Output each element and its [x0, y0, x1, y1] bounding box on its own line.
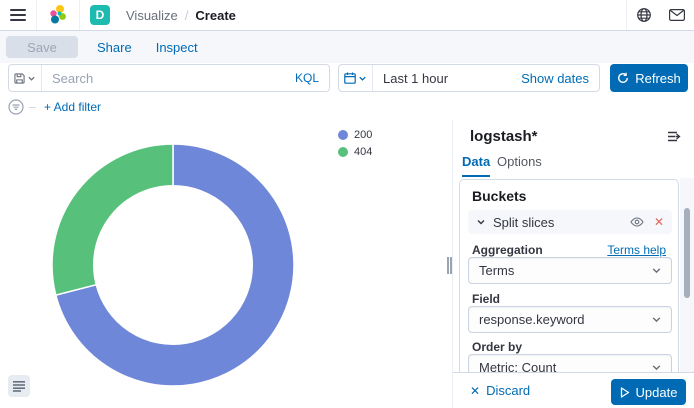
chevron-down-icon	[651, 362, 671, 373]
chart-legend: 200 404	[338, 129, 372, 163]
legend-dot-404	[338, 147, 348, 157]
breadcrumb: Visualize / Create	[120, 0, 246, 30]
calendar-icon	[344, 72, 356, 84]
menu-button[interactable]	[0, 0, 37, 30]
buckets-title: Buckets	[472, 188, 527, 204]
update-button[interactable]: Update	[611, 379, 686, 405]
update-label: Update	[635, 384, 678, 400]
filter-divider	[29, 106, 36, 108]
legend-toggle-button[interactable]	[8, 375, 30, 397]
help-button[interactable]	[626, 0, 660, 30]
query-language-button[interactable]: KQL	[294, 71, 319, 85]
filter-icon[interactable]	[8, 99, 24, 115]
menu-icon	[10, 8, 26, 22]
space-avatar[interactable]: D	[90, 5, 110, 25]
help-globe-icon	[636, 7, 652, 23]
play-icon	[620, 386, 630, 398]
field-label: Field	[472, 292, 501, 306]
aggregation-select[interactable]: Terms	[468, 257, 672, 284]
discard-button[interactable]: ✕ Discard	[470, 383, 530, 398]
chevron-down-icon	[27, 74, 36, 83]
newsfeed-button[interactable]	[660, 0, 694, 30]
legend-item-404[interactable]: 404	[338, 146, 372, 158]
legend-toggle-icon	[13, 380, 25, 392]
refresh-icon	[617, 72, 629, 84]
sidebar-scrollbar	[680, 178, 694, 373]
panel-divider	[452, 120, 453, 408]
sidebar-footer: ✕ Discard Update	[453, 372, 694, 408]
legend-label-404: 404	[354, 146, 373, 158]
saved-query-menu-button[interactable]	[9, 65, 42, 91]
filter-bar: + Add filter	[0, 94, 450, 120]
refresh-label: Refresh	[635, 70, 681, 86]
top-header-bar: D Visualize / Create	[0, 0, 694, 31]
split-slices-label: Split slices	[493, 214, 555, 230]
date-quick-select-button[interactable]	[339, 65, 373, 91]
index-pattern-switch-icon[interactable]	[667, 130, 682, 143]
search-bar: KQL	[8, 64, 330, 92]
discard-label: Discard	[486, 383, 531, 398]
time-range-value[interactable]: Last 1 hour	[383, 70, 449, 86]
legend-label-200: 200	[354, 129, 373, 141]
field-value: response.keyword	[479, 312, 585, 327]
field-select[interactable]: response.keyword	[468, 306, 672, 333]
aggregation-label: Aggregation	[472, 243, 543, 257]
close-icon: ✕	[470, 383, 481, 398]
donut-chart	[51, 143, 295, 387]
panel-resize-handle[interactable]	[447, 257, 452, 274]
chevron-down-icon	[358, 74, 367, 83]
tab-data[interactable]: Data	[462, 154, 491, 177]
refresh-button[interactable]: Refresh	[610, 64, 688, 92]
index-pattern-title: logstash*	[470, 128, 538, 145]
inspect-button[interactable]: Inspect	[155, 39, 198, 55]
order-by-label: Order by	[472, 340, 523, 354]
pie-slice-200[interactable]	[54, 143, 295, 387]
chevron-down-icon	[476, 217, 486, 227]
scrollbar-thumb[interactable]	[684, 208, 690, 298]
terms-help-link[interactable]: Terms help	[607, 243, 666, 257]
remove-bucket-icon[interactable]: ✕	[653, 215, 664, 229]
pie-slice-404[interactable]	[51, 143, 174, 297]
visualization-editor-sidebar: logstash* Data Options Buckets Split sli…	[453, 120, 694, 408]
newsfeed-icon	[669, 9, 685, 21]
split-slices-row[interactable]: Split slices ✕	[468, 210, 672, 234]
breadcrumb-create: Create	[195, 7, 236, 23]
add-filter-button[interactable]: + Add filter	[44, 100, 102, 114]
chevron-down-icon	[651, 265, 671, 276]
buckets-panel: Buckets Split slices ✕ Aggregation Terms…	[459, 179, 679, 381]
legend-item-200[interactable]: 200	[338, 129, 372, 141]
visualize-action-bar: Save Share Inspect	[0, 31, 694, 63]
elastic-logo[interactable]	[37, 0, 80, 30]
breadcrumb-separator: /	[184, 7, 189, 23]
legend-dot-200	[338, 130, 348, 140]
eye-icon[interactable]	[630, 217, 644, 227]
date-picker: Last 1 hour Show dates	[338, 64, 600, 92]
breadcrumb-visualize[interactable]: Visualize	[126, 7, 178, 23]
save-query-icon	[14, 72, 25, 84]
tab-options[interactable]: Options	[497, 154, 542, 169]
save-button[interactable]: Save	[6, 36, 78, 58]
aggregation-value: Terms	[479, 263, 515, 278]
order-by-value: Metric: Count	[479, 360, 557, 375]
share-button[interactable]: Share	[97, 39, 132, 55]
space-switcher[interactable]: D	[80, 0, 120, 30]
show-dates-button[interactable]: Show dates	[521, 70, 589, 86]
search-input[interactable]	[42, 70, 295, 86]
chevron-down-icon	[651, 314, 671, 325]
